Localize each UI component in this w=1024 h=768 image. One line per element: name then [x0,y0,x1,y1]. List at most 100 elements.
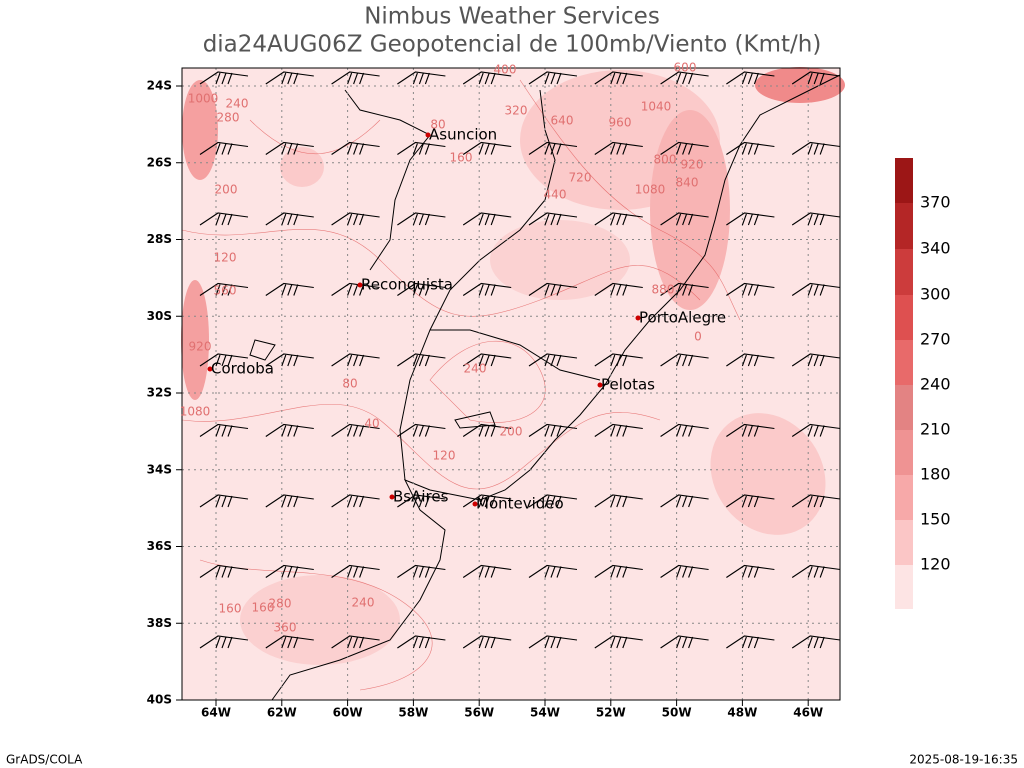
colorbar-swatch [895,295,913,340]
wind-barb [726,494,775,508]
wind-barb [594,564,643,578]
contour-label: 280 [217,111,240,125]
lake [454,411,496,429]
wind-barb [660,494,709,508]
colorbar: 120 150 180 210 240 270 300 340 370 [895,158,951,609]
wind-barb [594,635,643,649]
contour-label: 920 [189,340,212,354]
contour-label: 160 [219,602,242,616]
wind-barb [726,635,775,649]
contour-label: 80 [342,377,357,391]
lat-tick-label: 30S [147,309,172,323]
contour-label: 840 [676,176,699,190]
city-marker [597,382,603,388]
contour-label: 80 [430,118,445,132]
lon-tick-label: 56W [464,706,494,720]
shade [280,147,324,187]
contour-label: 1080 [635,183,666,197]
wind-barb [462,141,512,155]
contour-label: 720 [569,171,592,185]
wind-barb [594,282,643,296]
wind-barb [397,353,446,367]
city-label: Montevideo [476,495,564,513]
wind-barb [462,212,512,226]
wind-barb [397,282,446,296]
wind-barb [331,282,380,296]
city-label: Asuncion [429,126,497,144]
contour-label: 320 [505,104,528,118]
wind-barb [397,212,446,226]
contour-label: 400 [494,63,517,77]
wind-barb [462,423,512,437]
contour-label: 440 [544,188,567,202]
wind-barb [528,494,578,508]
colorbar-label: 270 [920,330,951,349]
wind-barb [331,353,380,367]
wind-barb [199,635,249,649]
contour-label: 240 [226,97,249,111]
wind-barb [331,423,380,437]
city-marker [389,494,395,500]
wind-barb [199,423,249,437]
lat-tick-label: 38S [147,616,172,630]
colorbar-label: 210 [920,420,951,439]
lat-tick-label: 40S [147,693,172,707]
wind-barb [331,635,380,649]
wind-barb [397,635,446,649]
wind-barb [791,353,841,367]
wind-barb [594,71,643,85]
contour-label: 160 [450,151,473,165]
wind-barb [462,71,512,85]
wind-barb [726,141,775,155]
lat-tick-label: 34S [147,462,172,476]
wind-barb [265,212,314,226]
map: Asuncion Reconquista Cordoba PortoAlegre Pel… [180,61,845,701]
wind-barb [528,141,578,155]
lon-tick-label: 64W [201,706,231,720]
lat-tick-label: 32S [147,386,172,400]
colorbar-swatch [895,340,913,385]
wind-barb [791,564,841,578]
wind-barb [660,71,709,85]
city-label: PortoAlegre [639,309,726,327]
wind-barb [660,212,709,226]
border [344,89,431,271]
wind-barb [594,423,643,437]
shade [182,80,218,180]
wind-barb [726,353,775,367]
wind-barb [594,141,643,155]
lon-tick-label: 58W [398,706,428,720]
wind-barb [528,353,578,367]
wind-barb [331,494,380,508]
lat-tick-label: 28S [147,232,172,246]
wind-barb [660,353,709,367]
wind-barb [528,635,578,649]
footer-left: GrADS/COLA [6,753,83,767]
wind-barb [726,212,775,226]
wind-barb [265,635,314,649]
city-label: Reconquista [361,276,453,294]
colorbar-swatch [895,475,913,520]
wind-barb [265,141,314,155]
colorbar-swatch [895,430,913,475]
wind-barbs [199,71,841,649]
wind-barb [726,423,775,437]
lon-tick-label: 54W [530,706,560,720]
wind-barb [331,71,380,85]
wind-barb [265,423,314,437]
contour-label: 800 [654,153,677,167]
wind-barb [660,141,709,155]
shade [181,280,209,400]
wind-barb [791,71,841,85]
wind-barb [397,71,446,85]
contour-label: 0 [694,330,702,344]
wind-barb [791,141,841,155]
wind-barb [726,564,775,578]
colorbar-swatch [895,158,913,203]
wind-barb [199,564,249,578]
city-marker [207,366,213,372]
wind-barb [594,212,643,226]
wind-barb [331,141,380,155]
wind-barb [462,564,512,578]
contour [249,119,381,155]
